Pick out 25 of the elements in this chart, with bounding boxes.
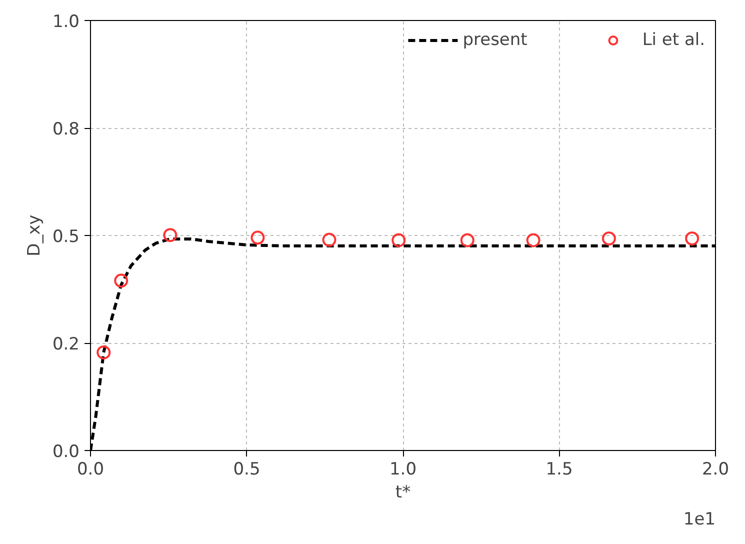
- x-axis-title: t*: [395, 482, 411, 502]
- y-tick-label: 0.2: [52, 334, 80, 354]
- point: [602, 232, 616, 246]
- x-tick-label: 0.5: [233, 460, 260, 480]
- y-tick-label: 0.5: [52, 227, 80, 247]
- y-tick-label: 1.0: [52, 12, 80, 32]
- point: [250, 230, 265, 245]
- point: [163, 228, 178, 242]
- legend-label: present: [462, 30, 528, 50]
- point: [526, 233, 540, 248]
- y-tick-label: 0.8: [52, 120, 80, 140]
- point: [322, 232, 336, 247]
- text: 1e1: [683, 510, 716, 530]
- x-tick-label: 1.0: [389, 460, 417, 480]
- y-tick-label: 0.0: [52, 442, 80, 462]
- x-tick-label: 2.0: [702, 460, 730, 480]
- point: [114, 274, 128, 288]
- x-tick-label: 1.5: [546, 460, 573, 480]
- legend-label: Li et al.: [642, 30, 705, 50]
- point: [685, 232, 700, 246]
- y-axis-title: D_xy: [24, 214, 44, 256]
- x-tick-label: 0.0: [76, 460, 104, 480]
- point: [392, 233, 406, 248]
- point: [96, 345, 111, 360]
- point: [460, 233, 474, 248]
